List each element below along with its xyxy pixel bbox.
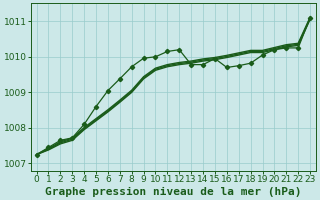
X-axis label: Graphe pression niveau de la mer (hPa): Graphe pression niveau de la mer (hPa)	[45, 186, 301, 197]
